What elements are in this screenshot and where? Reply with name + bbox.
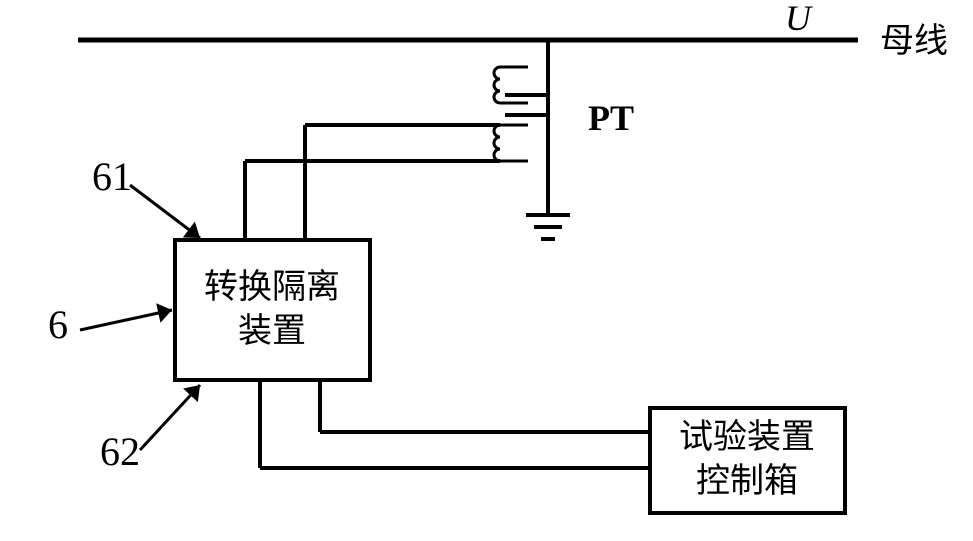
isolation-device-box	[175, 240, 370, 380]
isolation-device-label-1: 转换隔离	[204, 268, 340, 306]
callout-62: 62	[100, 429, 140, 474]
test-control-label-2: 控制箱	[696, 462, 798, 500]
test-control-label-1: 试验装置	[679, 418, 815, 456]
isolation-device-label-2: 装置	[238, 312, 306, 350]
circuit-diagram: U 母线 PT 转换隔离装置试验装置控制箱 61 6 62	[0, 0, 973, 541]
callout-6: 6	[48, 302, 68, 347]
pt-label: PT	[588, 98, 634, 138]
busbar-voltage-label: U	[785, 0, 813, 38]
busbar-cn-label: 母线	[880, 22, 948, 60]
callout-61: 61	[92, 154, 132, 199]
